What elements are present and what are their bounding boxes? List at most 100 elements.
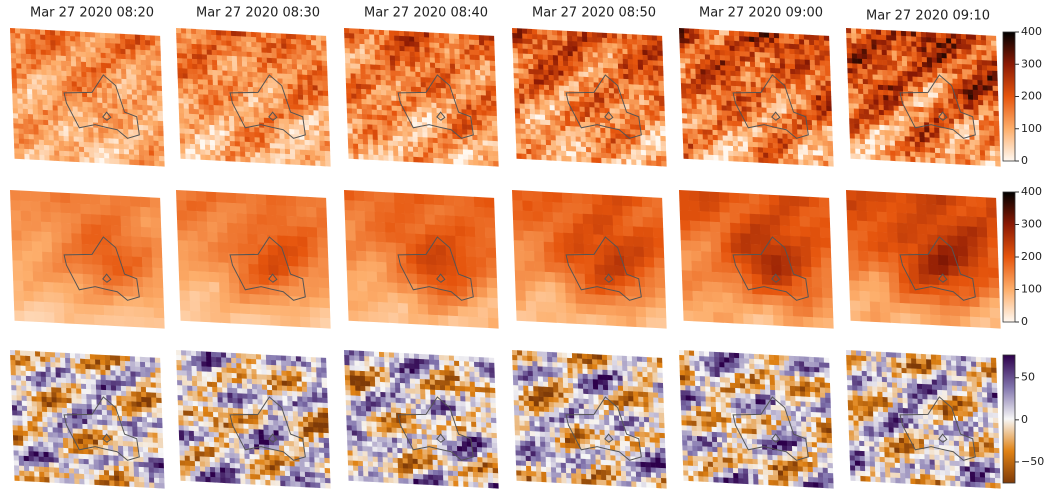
- heatmap-cell: [644, 100, 649, 106]
- heatmap-cell: [436, 103, 441, 109]
- heatmap-cell: [292, 54, 297, 60]
- heatmap-cell: [651, 155, 656, 161]
- heatmap-cell: [357, 109, 362, 115]
- heatmap-cell: [360, 49, 365, 55]
- heatmap-cell: [43, 272, 54, 283]
- heatmap-cell: [215, 135, 220, 141]
- heatmap-cell: [157, 101, 162, 107]
- heatmap-cell: [313, 100, 318, 106]
- heatmap-cell: [132, 89, 137, 95]
- heatmap-cell: [353, 154, 358, 160]
- heatmap-cell: [182, 53, 187, 59]
- heatmap-cell: [281, 49, 286, 55]
- heatmap-cell: [391, 96, 396, 102]
- heatmap-cell: [762, 107, 767, 113]
- heatmap-cell: [579, 97, 584, 103]
- heatmap-cell: [256, 204, 267, 215]
- heatmap-cell: [621, 159, 626, 165]
- heatmap-cell: [951, 44, 956, 50]
- heatmap-cell: [188, 94, 193, 100]
- heatmap-cell: [67, 81, 72, 87]
- heatmap-cell: [193, 74, 198, 80]
- heatmap-cell: [440, 53, 445, 59]
- heatmap-cell: [459, 44, 464, 50]
- heatmap-cell: [990, 161, 995, 167]
- heatmap-cell: [307, 65, 312, 71]
- heatmap-cell: [81, 224, 92, 235]
- heatmap-cell: [956, 34, 961, 40]
- heatmap-cell: [311, 45, 316, 51]
- heatmap-cell: [952, 79, 957, 85]
- heatmap-cell: [296, 44, 301, 50]
- heatmap-cell: [41, 212, 52, 223]
- heatmap-cell: [611, 138, 616, 144]
- heatmap-cell: [40, 192, 51, 203]
- heatmap-cell: [585, 117, 590, 123]
- heatmap-cell: [720, 60, 725, 66]
- heatmap-cell: [37, 74, 42, 80]
- heatmap-cell: [621, 154, 626, 160]
- heatmap-cell: [380, 60, 385, 66]
- heatmap-cell: [808, 140, 813, 146]
- heatmap-cell: [111, 73, 116, 79]
- heatmap-cell: [158, 116, 163, 122]
- heatmap-cell: [743, 157, 748, 163]
- heatmap-cell: [778, 138, 783, 144]
- heatmap-cell: [853, 88, 858, 94]
- heatmap-cell: [254, 112, 259, 118]
- heatmap-cell: [881, 30, 886, 36]
- heatmap-cell: [54, 312, 65, 323]
- heatmap-cell: [267, 63, 272, 69]
- heatmap-cell: [561, 151, 566, 157]
- heatmap-cell: [862, 59, 867, 65]
- heatmap-cell: [712, 110, 717, 116]
- heatmap-cell: [637, 45, 642, 51]
- heatmap-cell: [690, 54, 695, 60]
- heatmap-cell: [538, 59, 543, 65]
- heatmap-cell: [228, 76, 233, 82]
- heatmap-cell: [860, 154, 865, 160]
- heatmap-cell: [256, 37, 261, 43]
- heatmap-cell: [352, 124, 357, 130]
- heatmap-cell: [728, 141, 733, 147]
- heatmap-cell: [584, 97, 589, 103]
- heatmap-cell: [973, 100, 978, 106]
- heatmap-cell: [873, 90, 878, 96]
- heatmap-cell: [438, 158, 443, 164]
- heatmap-cell: [53, 282, 64, 293]
- heatmap-cell: [430, 73, 435, 79]
- heatmap-cell: [970, 150, 975, 156]
- heatmap-cell: [51, 222, 62, 233]
- heatmap-cell: [41, 70, 46, 76]
- heatmap-cell: [813, 145, 818, 151]
- heatmap-cell: [535, 114, 540, 120]
- heatmap-cell: [116, 74, 121, 80]
- heatmap-cell: [718, 140, 723, 146]
- heatmap-cell: [103, 128, 108, 134]
- heatmap-cell: [357, 114, 362, 120]
- heatmap-cell: [357, 119, 362, 125]
- heatmap-cell: [464, 49, 469, 55]
- heatmap-cell: [602, 33, 607, 39]
- heatmap-cell: [17, 93, 22, 99]
- heatmap-cell: [434, 38, 439, 44]
- heatmap-cell: [592, 37, 597, 43]
- heatmap-cell: [852, 63, 857, 69]
- heatmap-cell: [302, 70, 307, 76]
- heatmap-cell: [927, 52, 932, 58]
- heatmap-cell: [105, 48, 110, 54]
- heatmap-cell: [151, 55, 156, 61]
- heatmap-cell: [51, 50, 56, 56]
- heatmap-cell: [218, 75, 223, 81]
- heatmap-cell: [60, 203, 71, 214]
- heatmap-cell: [752, 107, 757, 113]
- heatmap-cell: [540, 115, 545, 121]
- heatmap-cell: [545, 110, 550, 116]
- heatmap-cell: [537, 29, 542, 35]
- heatmap-cell: [563, 61, 568, 67]
- heatmap-cell: [420, 52, 425, 58]
- heatmap-cell: [452, 114, 457, 120]
- heatmap-cell: [778, 153, 783, 159]
- heatmap-cell: [96, 73, 101, 79]
- heatmap-cell: [889, 125, 894, 131]
